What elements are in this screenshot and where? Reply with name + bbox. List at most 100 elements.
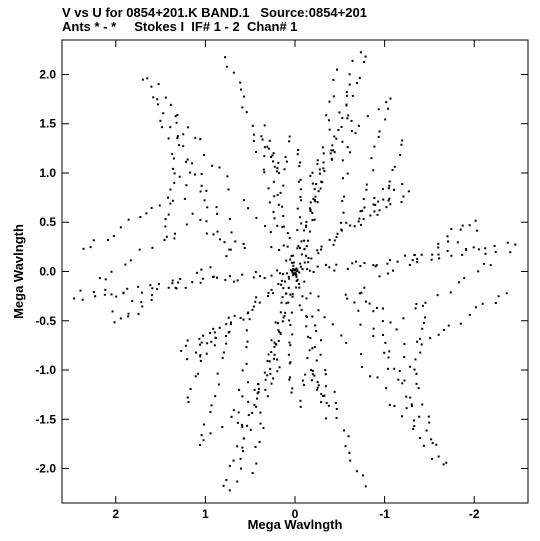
uv-point — [290, 311, 293, 314]
uv-point — [177, 281, 180, 284]
uv-point — [206, 206, 209, 209]
uv-point — [127, 218, 130, 221]
uv-point — [415, 302, 418, 305]
uv-point — [430, 457, 433, 460]
uv-point — [305, 224, 308, 227]
uv-point — [316, 381, 319, 384]
uv-point — [141, 305, 144, 308]
y-tick-label: -1.5 — [35, 412, 56, 426]
uv-point — [349, 224, 352, 227]
uv-point — [251, 124, 254, 127]
uv-point — [363, 286, 366, 289]
uv-point — [277, 282, 280, 285]
uv-point — [332, 95, 335, 98]
uv-point — [437, 242, 440, 245]
uv-point — [483, 262, 486, 265]
uv-point — [328, 100, 331, 103]
uv-point — [419, 351, 422, 354]
uv-point — [340, 125, 343, 128]
uv-point — [345, 94, 348, 97]
uv-point — [254, 300, 257, 303]
uv-point — [410, 403, 413, 406]
uv-point — [375, 306, 378, 309]
uv-point — [493, 244, 496, 247]
uv-point — [353, 301, 356, 304]
uv-point — [291, 293, 294, 296]
uv-point — [494, 250, 497, 253]
uv-point — [355, 260, 358, 263]
uv-point — [438, 257, 441, 260]
uv-point — [279, 311, 282, 314]
x-tick-label: -2 — [469, 507, 480, 521]
uv-point — [185, 184, 188, 187]
uv-point — [301, 295, 304, 298]
uv-point — [267, 147, 270, 150]
uv-point — [146, 77, 149, 80]
uv-point — [385, 101, 388, 104]
uv-point — [252, 276, 255, 279]
uv-point — [398, 369, 401, 372]
uv-point — [313, 345, 316, 348]
uv-point — [345, 341, 348, 344]
uv-point — [302, 229, 305, 232]
uv-point — [214, 336, 217, 339]
uv-point — [295, 274, 298, 277]
uv-point — [437, 455, 440, 458]
uv-point — [198, 443, 201, 446]
uv-point — [437, 253, 440, 256]
uv-point — [391, 269, 394, 272]
uv-point — [359, 264, 362, 267]
uv-point — [218, 238, 221, 241]
uv-point — [362, 198, 365, 201]
uv-point — [277, 339, 280, 342]
uv-point — [273, 353, 276, 356]
uv-point — [332, 78, 335, 81]
uv-point — [316, 265, 319, 268]
uv-point — [174, 286, 177, 289]
uv-point — [239, 467, 242, 470]
uv-point — [405, 395, 408, 398]
uv-point — [266, 145, 269, 148]
uv-point — [382, 333, 385, 336]
uv-point — [279, 272, 282, 275]
uv-point — [286, 245, 289, 248]
uv-point — [344, 293, 347, 296]
uv-point — [150, 206, 153, 209]
uv-point — [327, 119, 330, 122]
uv-point — [351, 262, 354, 265]
y-tick-label: 2.0 — [39, 67, 56, 81]
uv-point — [150, 294, 153, 297]
uv-point — [218, 326, 221, 329]
uv-point — [364, 485, 367, 488]
uv-point — [299, 399, 302, 402]
uv-point — [320, 245, 323, 248]
uv-point — [229, 322, 232, 325]
uv-point — [355, 82, 358, 85]
uv-point — [389, 259, 392, 262]
uv-point — [122, 291, 125, 294]
uv-point — [322, 167, 325, 170]
uv-point — [376, 213, 379, 216]
uv-point — [225, 255, 228, 258]
uv-point — [425, 429, 428, 432]
uv-point — [167, 137, 170, 140]
uv-point — [366, 115, 369, 118]
uv-point — [282, 244, 285, 247]
uv-point — [179, 277, 182, 280]
uv-point — [289, 361, 292, 364]
uv-point — [341, 200, 344, 203]
uv-point — [251, 472, 254, 475]
uv-point — [437, 246, 440, 249]
uv-point — [348, 73, 351, 76]
uv-point — [115, 295, 118, 298]
uv-point — [431, 253, 434, 256]
uv-point — [110, 270, 113, 273]
uv-point — [405, 407, 408, 410]
uv-point — [240, 88, 243, 91]
uv-point — [336, 232, 339, 235]
uv-point — [202, 334, 205, 337]
uv-point — [241, 106, 244, 109]
uv-point — [224, 278, 227, 281]
uv-point — [238, 388, 241, 391]
uv-point — [175, 121, 178, 124]
